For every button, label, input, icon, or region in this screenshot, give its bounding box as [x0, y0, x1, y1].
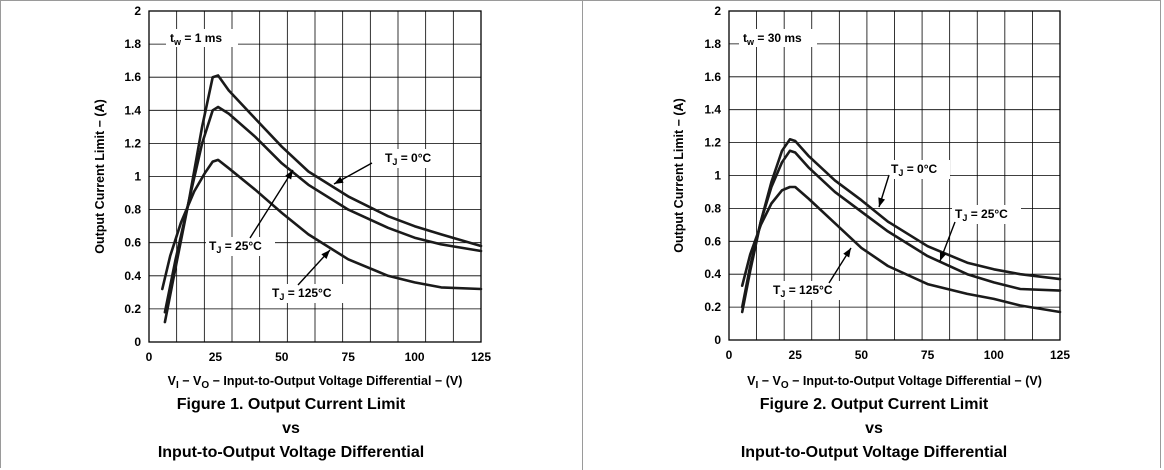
- fig2-y-tick-label: 1.4: [704, 103, 721, 117]
- fig2-x-tick-label: 25: [789, 348, 803, 362]
- fig1-y-tick-label: 1.4: [124, 103, 141, 117]
- fig1-x-tick-label: 0: [146, 350, 153, 364]
- fig2-y-tick-label: 0.6: [704, 234, 721, 248]
- fig2-y-tick-label: 1.2: [704, 136, 721, 150]
- fig2-y-tick-label: 0.2: [704, 300, 721, 314]
- fig2-condition-label: tw = 30 ms: [743, 31, 802, 47]
- figure-1-chart: 0 0.2 0.4 0.6 0.8 1 1.2 1.4 1.6 1.8 2 0 25 50 75 100 125…: [93, 4, 491, 391]
- figure-1-vs: vs: [282, 420, 300, 437]
- figure-1-title: Figure 1. Output Current Limit: [176, 396, 406, 413]
- fig1-series-line-tj-25c: [163, 105, 483, 314]
- panel-divider: [582, 0, 583, 470]
- fig1-condition-bg: [166, 29, 238, 47]
- fig1-x-axis-title: VI − VO − Input-to-Output Voltage Differ…: [168, 374, 463, 391]
- fig1-label-bg-tj-125c: [269, 284, 345, 303]
- fig2-y-tick-label: 2: [714, 4, 721, 18]
- fig1-y-tick-label: 1.6: [124, 70, 141, 84]
- fig2-x-tick-label: 50: [855, 348, 869, 362]
- fig1-y-tick-label: 0.4: [124, 269, 141, 283]
- fig2-x-tick-label: 0: [726, 348, 733, 362]
- fig1-series-line-tj-125c: [161, 158, 483, 291]
- fig2-y-tick-label: 1.6: [704, 70, 721, 84]
- fig1-y-tick-label: 1: [134, 170, 141, 184]
- fig1-y-tick-label: 1.8: [124, 37, 141, 51]
- figure-2-title: Figure 2. Output Current Limit: [759, 396, 989, 413]
- fig1-y-tick-label: 0.6: [124, 236, 141, 250]
- fig1-arrowhead-tj-125c: [321, 250, 330, 260]
- fig2-x-axis-title: VI − VO − Input-to-Output Voltage Differ…: [747, 374, 1042, 391]
- fig2-series-label-tj-125c: TJ = 125°C: [773, 283, 833, 299]
- fig1-y-tick-label: 0: [134, 335, 141, 349]
- fig2-label-bg-tj-0c: [888, 160, 950, 179]
- fig2-arrowhead-tj-125c: [843, 248, 851, 258]
- fig2-label-bg-tj-25c: [952, 205, 1021, 224]
- fig1-y-tick-label: 1.2: [124, 136, 141, 150]
- fig2-y-tick-label: 1: [714, 169, 721, 183]
- fig2-plot-border: [728, 10, 1061, 341]
- fig1-x-tick-label: 100: [405, 350, 425, 364]
- fig1-label-bg-tj-0c: [382, 149, 444, 168]
- fig2-x-tick-label: 100: [984, 348, 1004, 362]
- figure-2-panel: 0 0.2 0.4 0.6 0.8 1 1.2 1.4 1.6 1.8 2 0 25 50 75 100 125…: [583, 0, 1164, 470]
- fig2-y-tick-label: 1.8: [704, 37, 721, 51]
- fig2-series-label-tj-25c: TJ = 25°C: [955, 207, 1008, 223]
- fig1-arrowhead-tj-25c: [285, 170, 293, 180]
- figure-1-panel: 0 0.2 0.4 0.6 0.8 1 1.2 1.4 1.6 1.8 2 0 25 50 75 100 125…: [93, 4, 491, 461]
- fig1-y-axis-title: Output Current Limit − (A): [93, 99, 107, 254]
- fig2-arrowhead-tj-25c: [939, 251, 947, 261]
- fig2-series-label-tj-0c: TJ = 0°C: [891, 162, 938, 178]
- fig2-series-line-tj-125c: [740, 185, 1062, 314]
- fig1-x-tick-label: 125: [471, 350, 491, 364]
- figure-2-vs: vs: [865, 420, 883, 437]
- fig1-series-label-tj-0c: TJ = 0°C: [385, 151, 432, 167]
- fig1-x-tick-label: 75: [342, 350, 356, 364]
- fig2-y-tick-label: 0.4: [704, 267, 721, 281]
- fig1-x-tick-label: 50: [275, 350, 289, 364]
- fig1-condition-label: tw = 1 ms: [170, 31, 222, 47]
- fig2-label-bg-tj-125c: [770, 281, 846, 300]
- figure-2-subtitle: Input-to-Output Voltage Differential: [740, 444, 1008, 461]
- figure-2-chart: 0 0.2 0.4 0.6 0.8 1 1.2 1.4 1.6 1.8 2 0 25 50 75 100 125…: [672, 4, 1070, 391]
- fig2-x-tick-label: 125: [1050, 348, 1070, 362]
- fig1-arrow-tj-25c: [249, 169, 294, 239]
- fig2-x-tick-label: 75: [921, 348, 935, 362]
- fig2-y-tick-label: 0.8: [704, 201, 721, 215]
- fig2-y-axis-title: Output Current Limit − (A): [672, 98, 686, 253]
- figure-1-subtitle: Input-to-Output Voltage Differential: [157, 444, 425, 461]
- fig1-series-label-tj-25c: TJ = 25°C: [209, 239, 262, 255]
- fig1-y-tick-label: 0.8: [124, 203, 141, 217]
- fig2-series-line-tj-25c: [740, 149, 1062, 309]
- fig2-condition-bg: [739, 29, 817, 47]
- fig1-y-tick-label: 2: [134, 4, 141, 18]
- fig1-x-tick-label: 25: [209, 350, 223, 364]
- fig1-label-bg-tj-25c: [206, 237, 275, 256]
- fig1-plot-border: [148, 10, 482, 343]
- fig1-series-label-tj-125c: TJ = 125°C: [272, 286, 332, 302]
- fig1-arrowhead-tj-0c: [334, 176, 344, 184]
- fig2-arrowhead-tj-0c: [878, 197, 886, 207]
- fig2-y-tick-label: 0: [714, 333, 721, 347]
- fig1-y-tick-label: 0.2: [124, 302, 141, 316]
